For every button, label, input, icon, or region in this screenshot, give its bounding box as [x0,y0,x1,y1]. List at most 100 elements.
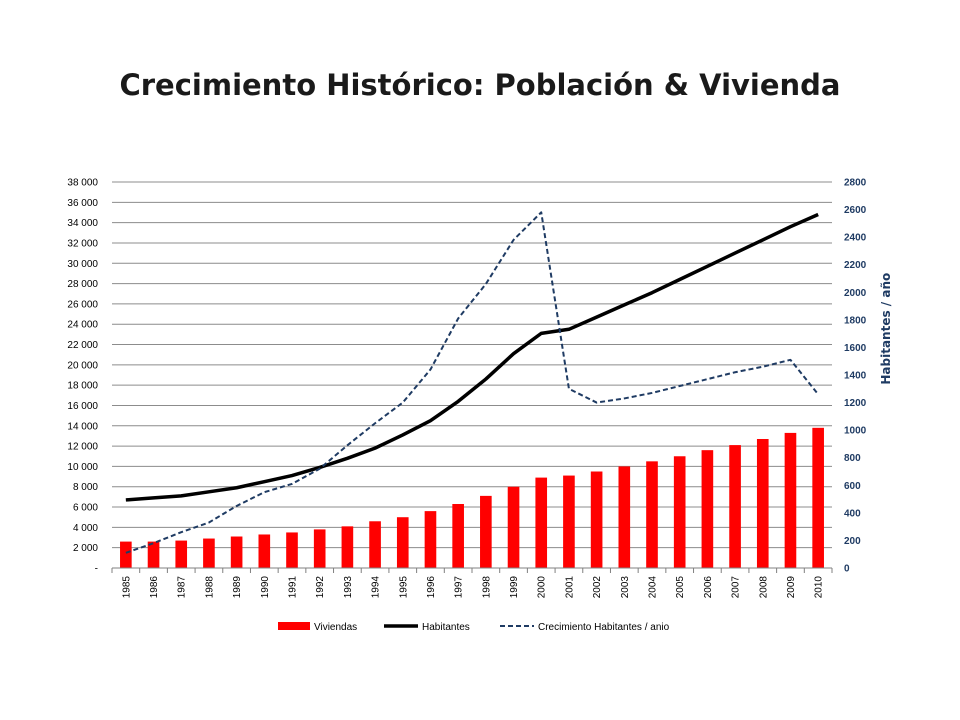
y2-tick-label: 1000 [844,426,867,437]
bar-viviendas [784,432,797,568]
y2-tick-label: 2200 [844,260,867,271]
chart-title: Crecimiento Histórico: Población & Vivie… [119,68,841,102]
y-tick-label: - [95,564,98,575]
y2-tick-label: 600 [844,481,861,492]
bar-viviendas [341,526,354,568]
y-tick-label: 2 000 [73,543,98,554]
x-tick-label: 1999 [509,576,520,599]
y2-tick-label: 1400 [844,371,867,382]
x-tick-label: 2006 [703,576,714,599]
y-tick-label: 36 000 [67,198,98,209]
legend: Viviendas Habitantes Crecimiento Habitante… [278,622,670,633]
y2-tick-label: 2600 [844,205,867,216]
y2-tick-label: 2800 [844,178,867,189]
line-habitantes [125,212,819,502]
bar-viviendas [147,541,160,568]
x-tick-label: 1992 [315,576,326,599]
legend-label-viviendas: Viviendas [314,622,357,633]
y-tick-label: 6 000 [73,503,98,514]
y-tick-label: 32 000 [67,238,98,249]
y-tick-label: 24 000 [67,320,98,331]
bar-viviendas [590,471,603,568]
x-tick-label: 1989 [232,576,243,599]
bar-viviendas [396,517,409,568]
y-tick-label: 30 000 [67,259,98,270]
x-tick-label: 1996 [426,576,437,599]
y2-tick-label: 200 [844,536,861,547]
x-tick-label: 1991 [288,576,299,599]
y-tick-label: 18 000 [67,381,98,392]
y-tick-label: 26 000 [67,299,98,310]
y2-tick-label: 1600 [844,343,867,354]
bar-viviendas [452,504,464,568]
y-tick-label: 12 000 [67,442,98,453]
x-tick-label: 2003 [620,576,631,599]
y2-tick-label: 800 [844,453,861,464]
bar-viviendas [507,486,520,568]
y2-tick-label: 2000 [844,288,867,299]
bar-viviendas [203,538,215,568]
y-tick-label: 8 000 [73,482,98,493]
x-tick-label: 2005 [675,576,686,599]
x-tick-label: 2004 [648,576,659,599]
bar-viviendas [812,427,824,568]
y2-tick-label: 0 [844,564,850,575]
bar-viviendas [258,534,271,568]
y-tick-label: 14 000 [67,421,98,432]
y-tick-label: 34 000 [67,218,98,229]
y-tick-label: 22 000 [67,340,98,351]
x-tick-label: 1988 [204,576,215,599]
legend-label-habitantes: Habitantes [422,622,470,633]
legend-label-crecimiento: Crecimiento Habitantes / anio [538,622,670,633]
x-tick-label: 1986 [149,576,160,599]
x-tick-label: 1997 [454,576,465,599]
y-tick-label: 20 000 [67,360,98,371]
x-tick-label: 2008 [758,576,769,599]
bars-viviendas [120,427,824,568]
y-axis-left: - 2 000 4 000 6 000 8 000 10 000 12 000 14 000 1… [67,178,98,575]
legend-swatch-viviendas [278,622,310,630]
x-tick-label: 1994 [371,576,382,599]
series-lines [125,211,819,554]
y2-axis-label: Habitantes / año [879,273,893,385]
y-axis-right: 0 200 400 600 800 1000 1200 1400 1600 1800 2000 220… [844,178,893,575]
y-tick-label: 38 000 [67,178,98,189]
y-tick-label: 4 000 [73,523,98,534]
bar-viviendas [535,477,548,568]
x-tick-label: 2007 [731,576,742,599]
bar-viviendas [369,521,381,568]
bar-viviendas [618,466,631,568]
x-tick-label: 1985 [121,576,132,599]
bar-viviendas [120,541,132,568]
x-tick-label: 2002 [592,576,603,599]
line-crecimiento [125,211,819,554]
y2-tick-label: 1800 [844,315,867,326]
bar-viviendas [756,438,769,568]
x-tick-label: 1998 [481,576,492,599]
bar-viviendas [424,511,437,568]
bar-viviendas [729,445,741,568]
bar-viviendas [563,475,575,568]
y2-tick-label: 400 [844,508,861,519]
bar-viviendas [313,529,326,568]
x-tick-label: 1990 [260,576,271,599]
x-tick-label: 1995 [398,576,409,599]
x-axis: 1985 1986 1987 1988 1989 1990 1991 1992 1993 1994… [111,567,833,599]
y-tick-label: 28 000 [67,279,98,290]
x-tick-label: 1987 [177,576,188,599]
bar-viviendas [673,456,686,568]
x-tick-label: 2010 [814,576,825,599]
y-tick-label: 16 000 [67,401,98,412]
y2-tick-label: 1200 [844,398,867,409]
y-tick-label: 10 000 [67,462,98,473]
x-tick-label: 2000 [537,576,548,599]
bar-viviendas [701,450,714,568]
bar-viviendas [480,495,492,568]
x-tick-label: 2001 [564,576,575,599]
gridlines [112,181,832,569]
bar-viviendas [230,536,243,568]
x-tick-label: 1993 [343,576,354,599]
x-tick-label: 2009 [786,576,797,599]
bar-viviendas [175,540,188,568]
